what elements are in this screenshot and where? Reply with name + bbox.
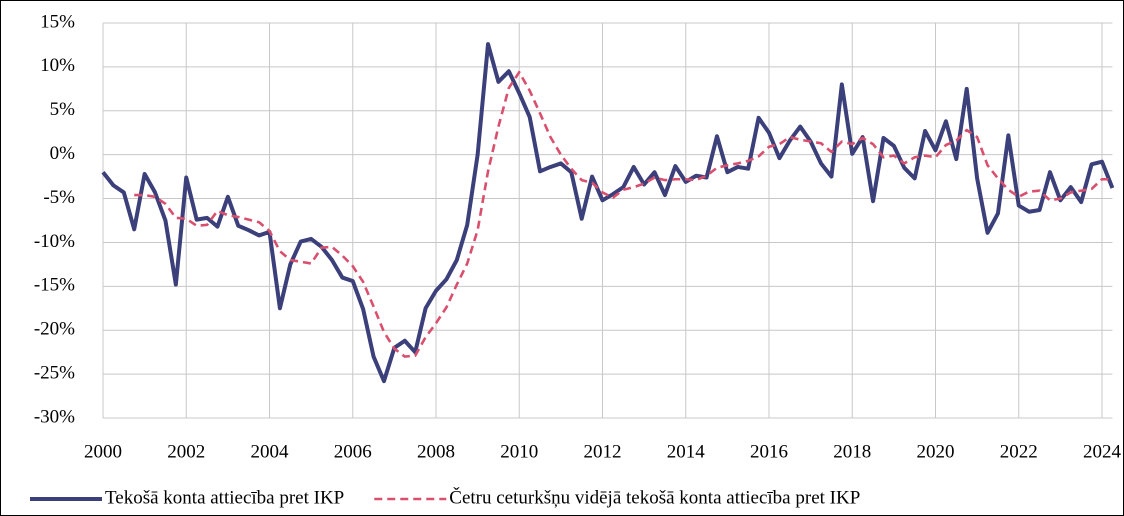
x-tick-label: 2018 <box>833 441 871 462</box>
x-tick-label: 2006 <box>334 441 372 462</box>
x-tick-label: 2004 <box>251 441 290 462</box>
legend: Tekošā konta attiecība pret IKP Četru cet… <box>30 486 860 508</box>
x-tick-label: 2024 <box>1083 441 1122 462</box>
y-tick-label: -15% <box>34 275 75 296</box>
y-tick-label: -10% <box>34 231 75 252</box>
y-tick-label: 0% <box>50 143 76 164</box>
axis-labels: 15% 10% 5% 0% -5% -10% -15% -20% -25% -30% 2000 200… <box>34 11 1122 462</box>
x-tick-label: 2016 <box>750 441 788 462</box>
x-tick-label: 2012 <box>584 441 622 462</box>
legend-label: Tekošā konta attiecība pret IKP <box>105 487 344 508</box>
x-tick-label: 2022 <box>1000 441 1038 462</box>
x-tick-label: 2000 <box>84 441 122 462</box>
x-tick-label: 2002 <box>167 441 205 462</box>
y-tick-label: 5% <box>50 99 76 120</box>
series-line <box>134 70 1113 358</box>
y-tick-label: -20% <box>34 319 75 340</box>
x-tick-label: 2020 <box>917 441 955 462</box>
y-tick-label: -25% <box>34 362 75 383</box>
y-tick-label: -5% <box>43 187 75 208</box>
y-tick-label: -30% <box>34 406 75 427</box>
x-tick-label: 2010 <box>500 441 538 462</box>
series-line <box>101 42 1115 384</box>
x-tick-label: 2014 <box>667 441 706 462</box>
y-tick-label: 15% <box>40 11 75 32</box>
legend-label: Četru ceturkšņu vidējā tekošā konta atti… <box>449 486 860 508</box>
x-tick-label: 2008 <box>417 441 455 462</box>
y-tick-label: 10% <box>40 55 75 76</box>
plot <box>101 42 1115 384</box>
